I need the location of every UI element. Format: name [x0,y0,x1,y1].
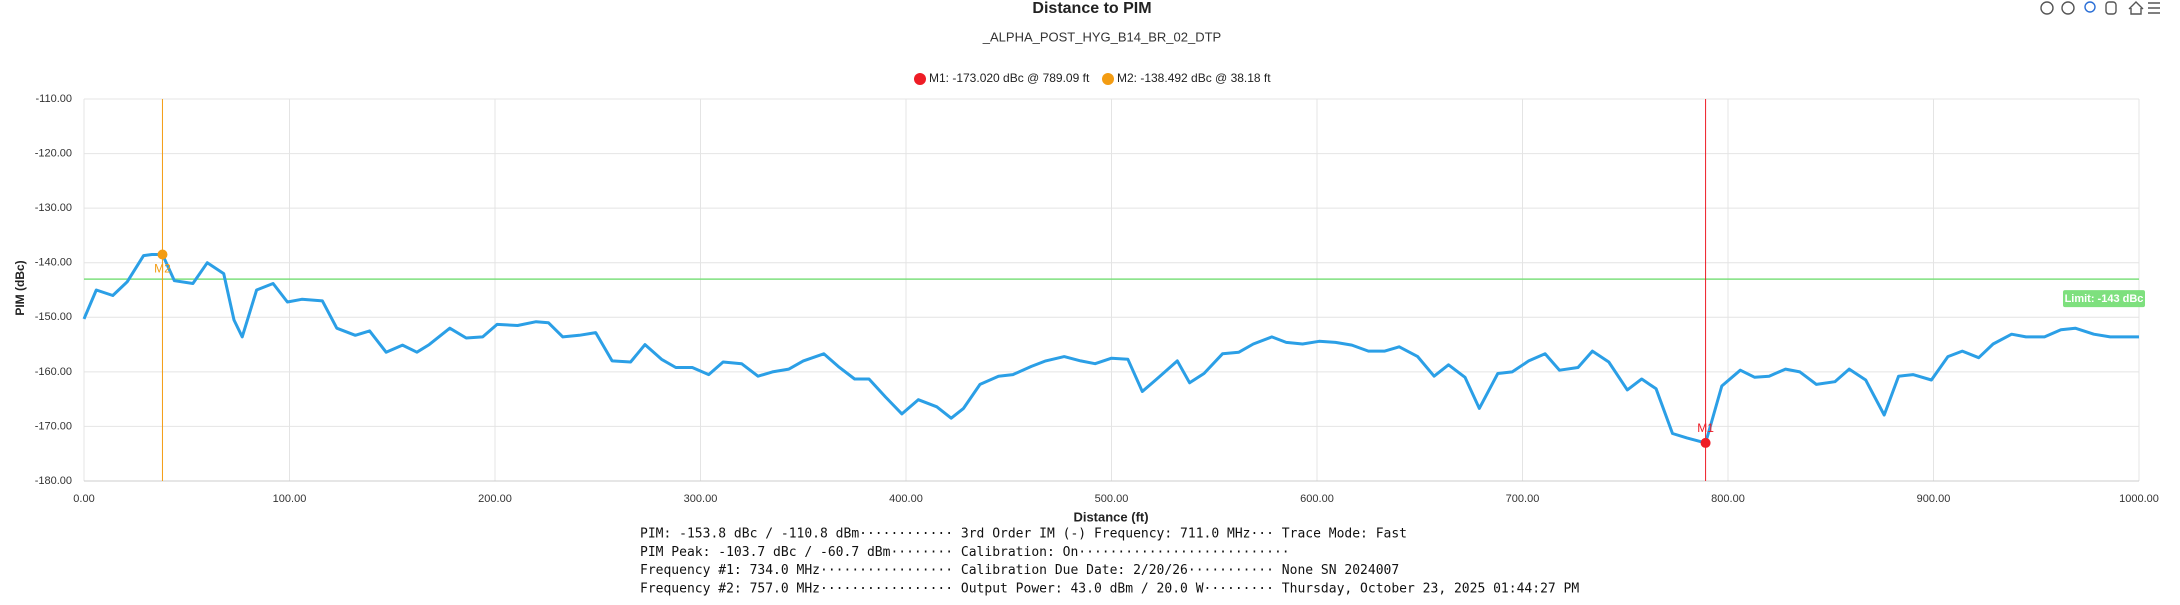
x-tick-label: 100.00 [273,493,307,505]
legend-marker [914,73,926,85]
pan-button[interactable] [2105,1,2117,15]
reset-button[interactable] [2128,1,2144,15]
x-tick-label: 300.00 [684,493,718,505]
x-axis-label: Distance (ft) [1073,509,1148,524]
x-tick-label: 700.00 [1506,493,1540,505]
marker-label: M2 [154,262,171,276]
trace-line [82,253,2139,445]
y-tick-label: -170.00 [35,420,72,432]
chart-subtitle: _ALPHA_POST_HYG_B14_BR_02_DTP [982,29,1221,44]
y-tick-label: -120.00 [35,147,72,159]
legend-label: M1: -173.020 dBc @ 789.09 ft [929,71,1090,85]
y-tick-label: -130.00 [35,202,72,214]
y-axis-label: PIM (dBc) [13,260,27,315]
zoom-in-button[interactable] [2040,1,2054,15]
toolbar [2040,1,2160,15]
x-tick-label: 500.00 [1095,493,1129,505]
x-tick-label: 0.00 [73,493,94,505]
x-tick-label: 400.00 [889,493,923,505]
y-tick-label: -180.00 [35,475,72,487]
legend-label: M2: -138.492 dBc @ 38.18 ft [1117,71,1271,85]
limit-label: Limit: -143 dBc [2065,293,2144,305]
legend-marker [1102,73,1114,85]
info-line: Frequency #2: 757.0 MHz·················… [640,581,1579,596]
x-tick-label: 600.00 [1300,493,1334,505]
y-tick-label: -110.00 [36,93,73,105]
info-line: PIM: -153.8 dBc / -110.8 dBm············… [640,527,1407,542]
x-tick-label: 800.00 [1711,493,1745,505]
marker-label: M1 [1697,421,1714,435]
y-tick-label: -140.00 [35,257,72,269]
y-tick-label: -150.00 [35,311,72,323]
x-tick-label: 900.00 [1917,493,1951,505]
x-tick-label: 1000.00 [2119,493,2159,505]
menu-button[interactable] [2148,2,2160,14]
marker-point [1700,437,1711,448]
x-tick-label: 200.00 [478,493,512,505]
limit-label-box [2063,290,2145,308]
marker-point [157,249,168,260]
chart-title: Distance to PIM [1032,0,1151,17]
zoom-out-button[interactable] [2061,1,2075,15]
y-tick-label: -160.00 [35,366,72,378]
info-line: PIM Peak: -103.7 dBc / -60.7 dBm········… [640,545,1290,560]
zoom-button[interactable] [2084,1,2096,13]
info-line: Frequency #1: 734.0 MHz·················… [640,563,1399,578]
